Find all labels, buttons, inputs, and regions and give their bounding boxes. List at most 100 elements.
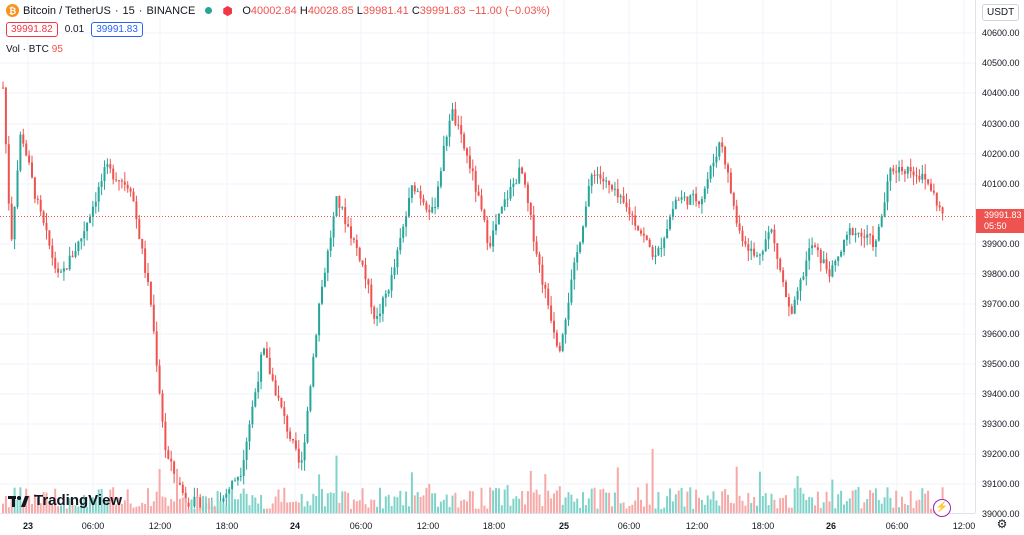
volume-bar [538, 494, 541, 513]
volume-bar [149, 506, 152, 513]
volume-bar [587, 498, 590, 513]
sell-button[interactable]: 39991.82 [6, 22, 58, 37]
volume-bar [915, 500, 918, 513]
volume-bar [715, 500, 718, 513]
volume-bar [645, 483, 648, 513]
volume-bar [573, 501, 576, 513]
candle-body [497, 213, 500, 225]
interval[interactable]: 15 [122, 4, 135, 17]
candle-body [112, 168, 115, 180]
volume-bar [352, 499, 355, 513]
volume-bar [283, 487, 286, 513]
volume-bar [692, 508, 695, 513]
candle-body [364, 264, 367, 280]
price-axis[interactable] [975, 0, 1024, 513]
volume-bar [886, 487, 889, 513]
volume-bar [57, 506, 60, 513]
candle-body [495, 224, 497, 231]
volume-bar [605, 492, 608, 513]
candle-body [164, 421, 167, 451]
cube-icon[interactable]: ⬢ [222, 3, 233, 18]
candle-body [874, 240, 877, 248]
volume-bar [109, 489, 112, 513]
candle-body [500, 207, 503, 214]
currency-dropdown[interactable]: USDT [982, 4, 1020, 21]
volume-bar [225, 506, 228, 513]
volume-bar [422, 495, 425, 513]
candle-body [773, 229, 776, 244]
gear-icon[interactable]: ⚙ [996, 517, 1008, 531]
volume-bar [51, 502, 54, 513]
candle-body [787, 297, 790, 307]
volume-bar [773, 499, 776, 513]
volume-bar [115, 504, 118, 513]
candle-body [637, 225, 640, 231]
volume-bar [698, 497, 700, 513]
candle-body [431, 207, 434, 213]
volume-legend: Vol · BTC 95 [6, 44, 63, 55]
candle-body [915, 175, 918, 177]
last-price-value: 39991.83 [984, 210, 1022, 220]
candle-body [877, 226, 880, 241]
tradingview-logo[interactable]: TradingView [8, 492, 122, 509]
volume-bar [547, 490, 550, 513]
symbol-name[interactable]: Bitcoin / TetherUS [23, 4, 111, 17]
candle-body [782, 270, 785, 283]
volume-bar [909, 490, 912, 513]
candle-body [709, 166, 712, 179]
volume-bar [576, 498, 579, 513]
candle-body [251, 406, 254, 425]
candle-body [236, 476, 239, 481]
chart-area[interactable] [0, 0, 975, 513]
candle-body [924, 173, 927, 180]
candle-body [62, 268, 65, 272]
time-axis[interactable] [0, 513, 975, 535]
candle-body [370, 284, 373, 308]
candle-body [735, 205, 738, 224]
candle-body [906, 167, 909, 174]
volume-bar [584, 505, 587, 513]
candle-body [680, 197, 683, 200]
candle-body [466, 148, 468, 156]
volume-bar [306, 501, 309, 513]
candle-body [686, 196, 689, 205]
volume-bar [42, 492, 45, 513]
candle-body [535, 241, 538, 255]
lightning-icon[interactable]: ⚡ [933, 499, 951, 517]
candle-body [28, 155, 31, 163]
volume-bar [895, 490, 898, 513]
volume-bar [173, 501, 176, 513]
volume-bar [408, 506, 410, 513]
candle-body [616, 188, 619, 198]
volume-bar [840, 490, 843, 513]
volume-bar [71, 501, 74, 513]
candle-body [257, 381, 260, 393]
candle-body [819, 250, 822, 264]
candle-body [892, 168, 895, 172]
candle-body [77, 241, 80, 252]
close-value: 39991.83 [419, 4, 466, 17]
candle-body [802, 276, 805, 280]
volume-bar [274, 496, 277, 513]
candle-body [135, 201, 138, 220]
candlestick-chart[interactable] [0, 0, 975, 513]
candle-body [654, 255, 657, 257]
volume-bar [54, 488, 57, 513]
volume-bar [97, 489, 100, 513]
volume-bar [497, 488, 500, 513]
candle-body [671, 208, 674, 218]
volume-bar [596, 508, 599, 513]
volume-bar [184, 498, 187, 513]
volume-bar [802, 493, 805, 513]
volume-bar [4, 496, 7, 513]
volume-bar [750, 502, 753, 513]
volume-bar [36, 498, 39, 513]
separator: · [138, 4, 143, 17]
buy-button[interactable]: 39991.83 [91, 22, 143, 37]
volume-bar [347, 492, 350, 513]
volume-bar [898, 507, 901, 513]
price-label: 40600.00 [982, 28, 1020, 38]
candle-body [225, 493, 228, 498]
candle-body [31, 162, 33, 178]
volume-bar [416, 492, 419, 513]
